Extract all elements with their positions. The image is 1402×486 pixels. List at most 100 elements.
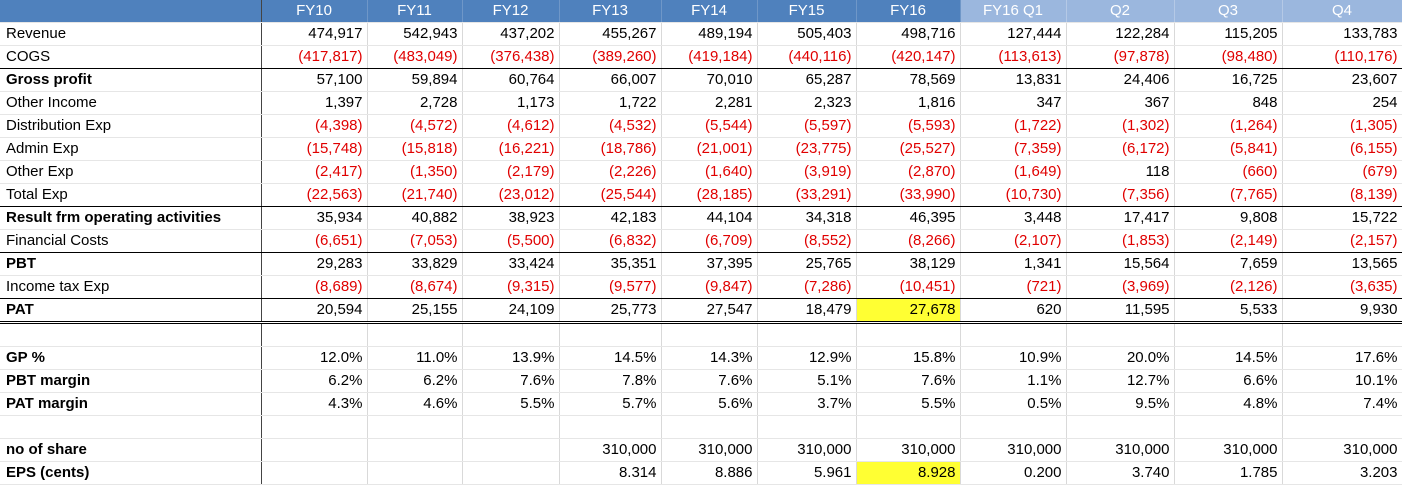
data-cell[interactable]: 367 (1066, 91, 1175, 115)
empty-cell[interactable] (856, 415, 961, 439)
row-label[interactable]: Total Exp (0, 183, 262, 207)
data-cell[interactable]: 1.1% (960, 369, 1067, 393)
data-cell[interactable]: 3.740 (1066, 461, 1175, 485)
data-cell[interactable]: 40,882 (367, 206, 463, 230)
data-cell[interactable]: (6,155) (1282, 137, 1402, 161)
data-cell[interactable]: 25,765 (757, 252, 857, 276)
empty-cell[interactable] (856, 322, 961, 347)
data-cell[interactable]: 10.9% (960, 346, 1067, 370)
data-cell[interactable]: 347 (960, 91, 1067, 115)
row-label[interactable]: Revenue (0, 22, 262, 46)
empty-cell[interactable] (1282, 322, 1402, 347)
data-cell[interactable]: (1,302) (1066, 114, 1175, 138)
empty-cell[interactable] (367, 415, 463, 439)
data-cell[interactable]: 2,323 (757, 91, 857, 115)
data-cell[interactable]: (4,612) (462, 114, 560, 138)
data-cell[interactable]: 12.7% (1066, 369, 1175, 393)
data-cell[interactable]: 35,934 (261, 206, 368, 230)
data-cell[interactable]: 310,000 (1282, 438, 1402, 462)
row-label[interactable]: Income tax Exp (0, 275, 262, 299)
data-cell[interactable]: (28,185) (661, 183, 758, 207)
data-cell[interactable]: (5,500) (462, 229, 560, 253)
data-cell[interactable]: 78,569 (856, 68, 961, 92)
data-cell[interactable]: 3.7% (757, 392, 857, 416)
data-cell[interactable]: 15,722 (1282, 206, 1402, 230)
data-cell[interactable]: (9,847) (661, 275, 758, 299)
data-cell[interactable]: (2,107) (960, 229, 1067, 253)
data-cell[interactable]: (1,649) (960, 160, 1067, 184)
data-cell[interactable]: 12.9% (757, 346, 857, 370)
data-cell[interactable]: (110,176) (1282, 45, 1402, 69)
data-cell[interactable]: 14.5% (559, 346, 662, 370)
data-cell[interactable]: 5.961 (757, 461, 857, 485)
data-cell[interactable]: (9,577) (559, 275, 662, 299)
data-cell[interactable]: 118 (1066, 160, 1175, 184)
data-cell[interactable]: 3.203 (1282, 461, 1402, 485)
data-cell[interactable]: 33,424 (462, 252, 560, 276)
data-cell[interactable]: (5,544) (661, 114, 758, 138)
data-cell[interactable]: 38,923 (462, 206, 560, 230)
data-cell[interactable]: 127,444 (960, 22, 1067, 46)
data-cell[interactable]: (440,116) (757, 45, 857, 69)
data-cell[interactable]: 5.1% (757, 369, 857, 393)
data-cell[interactable]: 7.6% (462, 369, 560, 393)
data-cell[interactable]: 1,341 (960, 252, 1067, 276)
data-cell[interactable]: 1,816 (856, 91, 961, 115)
data-cell[interactable]: (7,359) (960, 137, 1067, 161)
column-header[interactable]: FY10 (261, 0, 368, 23)
data-cell[interactable]: 1,397 (261, 91, 368, 115)
data-cell[interactable]: (25,544) (559, 183, 662, 207)
data-cell[interactable]: (3,969) (1066, 275, 1175, 299)
header-corner-cell[interactable] (0, 0, 262, 23)
data-cell[interactable]: 33,829 (367, 252, 463, 276)
empty-cell[interactable] (367, 322, 463, 347)
empty-cell[interactable] (960, 415, 1067, 439)
data-cell[interactable]: 13,831 (960, 68, 1067, 92)
empty-cell[interactable] (261, 322, 368, 347)
data-cell[interactable]: (1,350) (367, 160, 463, 184)
empty-cell[interactable] (559, 415, 662, 439)
data-cell[interactable]: (6,651) (261, 229, 368, 253)
data-cell[interactable]: 65,287 (757, 68, 857, 92)
data-cell[interactable]: (5,841) (1174, 137, 1283, 161)
data-cell[interactable]: (97,878) (1066, 45, 1175, 69)
data-cell[interactable]: 29,283 (261, 252, 368, 276)
data-cell[interactable]: 505,403 (757, 22, 857, 46)
data-cell[interactable]: 1,722 (559, 91, 662, 115)
data-cell[interactable]: (33,291) (757, 183, 857, 207)
data-cell[interactable]: 437,202 (462, 22, 560, 46)
data-cell[interactable]: 310,000 (1066, 438, 1175, 462)
data-cell[interactable]: (1,264) (1174, 114, 1283, 138)
row-label[interactable]: PAT (0, 298, 262, 324)
data-cell[interactable]: (21,001) (661, 137, 758, 161)
data-cell[interactable]: 15.8% (856, 346, 961, 370)
data-cell[interactable]: 310,000 (757, 438, 857, 462)
row-label[interactable]: PBT (0, 252, 262, 276)
data-cell[interactable]: (6,709) (661, 229, 758, 253)
data-cell[interactable]: 4.8% (1174, 392, 1283, 416)
data-cell[interactable]: 1,173 (462, 91, 560, 115)
data-cell[interactable]: (3,919) (757, 160, 857, 184)
data-cell[interactable]: 42,183 (559, 206, 662, 230)
data-cell[interactable]: (8,689) (261, 275, 368, 299)
data-cell[interactable]: (25,527) (856, 137, 961, 161)
data-cell[interactable]: (419,184) (661, 45, 758, 69)
data-cell[interactable]: (3,635) (1282, 275, 1402, 299)
data-cell[interactable]: (376,438) (462, 45, 560, 69)
data-cell[interactable]: 7,659 (1174, 252, 1283, 276)
data-cell[interactable]: 5.7% (559, 392, 662, 416)
data-cell[interactable] (367, 438, 463, 462)
data-cell[interactable]: 24,109 (462, 298, 560, 324)
data-cell[interactable]: 7.6% (661, 369, 758, 393)
column-header[interactable]: FY16 Q1 (960, 0, 1067, 23)
row-label[interactable]: no of share (0, 438, 262, 462)
data-cell[interactable]: 498,716 (856, 22, 961, 46)
data-cell[interactable]: 310,000 (856, 438, 961, 462)
data-cell[interactable]: (5,593) (856, 114, 961, 138)
row-label[interactable]: Distribution Exp (0, 114, 262, 138)
data-cell[interactable]: 59,894 (367, 68, 463, 92)
data-cell[interactable]: (420,147) (856, 45, 961, 69)
data-cell[interactable]: 23,607 (1282, 68, 1402, 92)
empty-cell[interactable] (1174, 415, 1283, 439)
empty-cell[interactable] (462, 415, 560, 439)
